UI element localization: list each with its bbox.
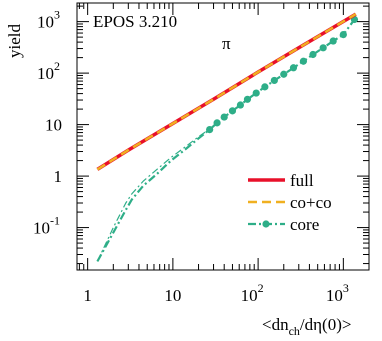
x-tick-label: 1 bbox=[83, 286, 92, 305]
series-line-core bbox=[96, 18, 356, 262]
plot-lines bbox=[96, 12, 359, 262]
series-point-core bbox=[309, 50, 317, 59]
series-point-core bbox=[339, 30, 347, 39]
y-tick-label-base: 10 bbox=[45, 116, 62, 135]
x-tick-label-exponent: 2 bbox=[258, 281, 264, 295]
legend-label-full: full bbox=[290, 171, 314, 190]
y-tick-label-exponent: 2 bbox=[54, 59, 60, 73]
x-tick-label: 10 bbox=[164, 286, 181, 305]
y-tick-label-exponent: 3 bbox=[54, 8, 60, 22]
series-point-core bbox=[206, 125, 214, 134]
particle-label: π bbox=[222, 34, 231, 53]
x-tick-label-base: 1 bbox=[83, 286, 92, 305]
series-point-core bbox=[299, 57, 308, 65]
x-axis-title-part: /dη(0)> bbox=[300, 315, 352, 334]
y-tick-label: 10 bbox=[45, 116, 62, 135]
x-axis-title-part: <dn bbox=[262, 315, 289, 334]
legend-marker-core bbox=[262, 220, 270, 228]
y-tick-label: 103 bbox=[37, 8, 60, 32]
series-point-core bbox=[261, 83, 269, 91]
x-tick-label: 102 bbox=[241, 281, 264, 305]
series-point-core bbox=[228, 107, 237, 115]
series-point-core bbox=[220, 113, 228, 121]
y-tick-label-base: 10 bbox=[33, 219, 50, 238]
series-line-core-alt bbox=[96, 128, 210, 262]
legend: full co+co core bbox=[248, 171, 332, 234]
series-point-core bbox=[280, 70, 288, 78]
y-tick-label: 10-1 bbox=[33, 214, 60, 238]
series-point-core bbox=[236, 101, 245, 109]
legend-label-core: core bbox=[290, 215, 319, 234]
y-tick-label: 102 bbox=[37, 59, 60, 83]
series-point-core bbox=[252, 89, 260, 97]
y-tick-label: 1 bbox=[54, 167, 63, 186]
y-tick-label-base: 1 bbox=[54, 167, 63, 186]
legend-label-coplusco: co+co bbox=[290, 193, 332, 212]
x-tick-label-exponent: 3 bbox=[343, 281, 349, 295]
axis-ticks bbox=[77, 3, 370, 270]
series-point-core bbox=[213, 119, 221, 127]
x-tick-label-base: 10 bbox=[241, 286, 258, 305]
x-tick-label: 103 bbox=[326, 281, 349, 305]
x-tick-label-base: 10 bbox=[164, 286, 181, 305]
x-axis-title: <dnch/dη(0)> bbox=[262, 315, 351, 338]
series-point-core bbox=[319, 44, 327, 52]
series-point-core bbox=[270, 76, 278, 85]
y-axis-title: yield bbox=[5, 24, 24, 58]
series-point-core bbox=[329, 37, 337, 45]
series-point-core bbox=[243, 95, 252, 103]
series-point-core bbox=[289, 64, 298, 72]
chart-title: EPOS 3.210 bbox=[93, 12, 177, 31]
x-axis-title-subscript: ch bbox=[289, 324, 300, 338]
y-tick-label-exponent: -1 bbox=[50, 214, 60, 228]
y-tick-label-base: 10 bbox=[37, 13, 54, 32]
y-tick-label-base: 10 bbox=[37, 64, 54, 83]
x-tick-label-base: 10 bbox=[326, 286, 343, 305]
series-line-coplusco bbox=[96, 13, 357, 171]
